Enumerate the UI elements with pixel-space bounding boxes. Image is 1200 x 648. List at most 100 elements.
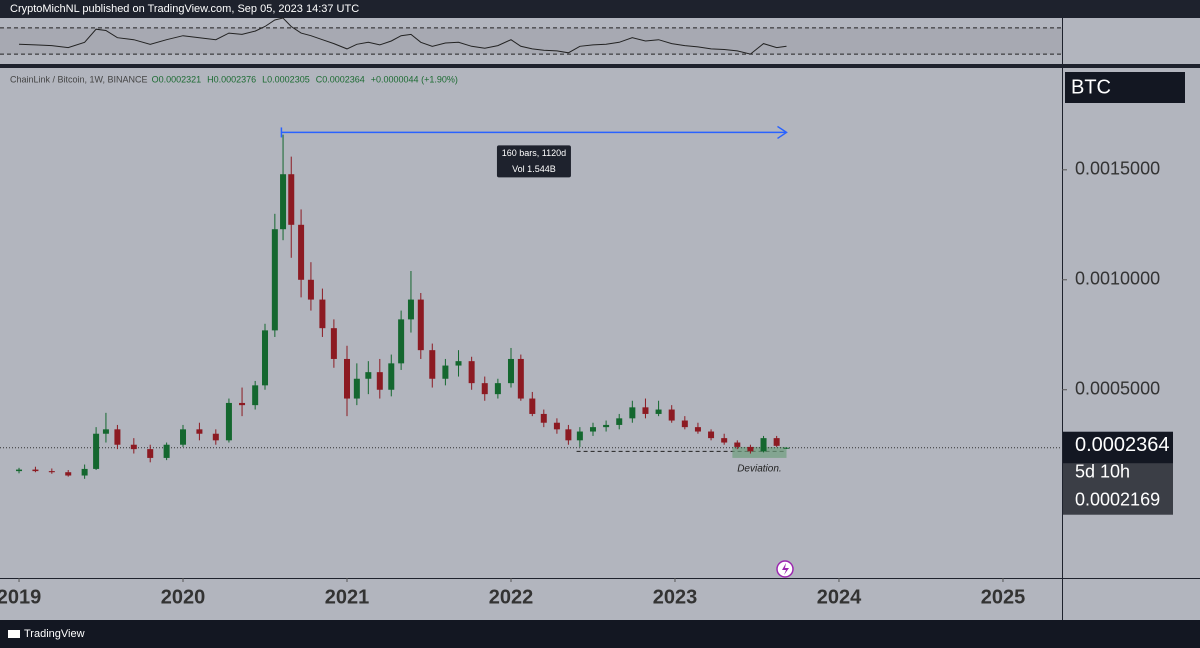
candle-body xyxy=(280,174,287,230)
candle-body xyxy=(65,472,72,476)
candle-body xyxy=(288,174,295,225)
x-tick-label: 2020 xyxy=(161,586,206,608)
x-tick-label: 2025 xyxy=(981,586,1026,608)
candle-body xyxy=(262,330,269,386)
candle-body xyxy=(298,224,305,280)
candle-body xyxy=(507,358,514,384)
candle-body xyxy=(455,361,462,366)
oscillator-line xyxy=(18,17,787,55)
candle-body xyxy=(81,468,88,476)
candle-body xyxy=(576,431,583,441)
candle-body xyxy=(353,378,360,399)
candle-body xyxy=(694,427,701,432)
candle-body xyxy=(629,407,636,419)
candle-body xyxy=(307,279,314,300)
legend-value: H0.0002376 xyxy=(207,74,256,84)
candle-body xyxy=(114,429,121,445)
candle-body xyxy=(783,447,790,449)
candle-body xyxy=(16,469,23,472)
y-tick-label: 0.0015000 xyxy=(1075,159,1160,179)
candle-body xyxy=(589,427,596,432)
measure-label: Vol 1.544B xyxy=(512,164,556,174)
candle-body xyxy=(655,409,662,414)
candle-body xyxy=(407,299,414,320)
candle-body xyxy=(147,449,154,458)
candle-body xyxy=(330,328,337,359)
candle-body xyxy=(468,361,475,384)
deviation-zone xyxy=(732,446,787,458)
candle-body xyxy=(196,429,203,434)
candle-body xyxy=(668,409,675,421)
candle-body xyxy=(239,402,246,406)
x-tick-label: 2024 xyxy=(817,586,862,608)
candle-body xyxy=(344,358,351,399)
x-tick-label: 2022 xyxy=(489,586,534,608)
candle-body xyxy=(529,398,536,414)
x-tick-label: 2019 xyxy=(0,586,41,608)
candle-body xyxy=(442,365,449,379)
second-price: 0.0002169 xyxy=(1075,489,1160,509)
candle-body xyxy=(212,433,219,441)
candle-body xyxy=(760,438,767,452)
currency: BTC xyxy=(1071,76,1111,98)
candle-body xyxy=(734,442,741,447)
countdown: 5d 10h xyxy=(1075,461,1130,481)
candle-body xyxy=(553,422,560,430)
oscillator-band xyxy=(0,27,1062,55)
currency-box xyxy=(1065,72,1185,103)
y-tick-label: 0.0010000 xyxy=(1075,269,1160,289)
candle-body xyxy=(417,299,424,351)
candle-body xyxy=(225,402,232,441)
candle-body xyxy=(540,413,547,423)
candle-body xyxy=(721,438,728,443)
candle-body xyxy=(376,372,383,390)
candle-body xyxy=(603,424,610,428)
candle-body xyxy=(163,444,170,458)
legend-value: L0.0002305 xyxy=(262,74,310,84)
symbol-line: ChainLink / Bitcoin, 1W, BINANCE xyxy=(10,74,148,84)
countdown-box xyxy=(1063,463,1173,515)
legend-value: O0.0002321 xyxy=(152,74,202,84)
candle-body xyxy=(616,418,623,425)
candle-body xyxy=(180,429,187,445)
candle-body xyxy=(747,446,754,452)
candle-body xyxy=(32,469,39,472)
candle-body xyxy=(102,429,109,434)
event-icon-bolt xyxy=(782,563,789,575)
measure-label: 160 bars, 1120d xyxy=(502,148,566,158)
time-axis-panel xyxy=(0,579,1062,620)
publisher-line: CryptoMichNL published on TradingView.co… xyxy=(10,3,359,15)
x-tick-label: 2021 xyxy=(325,586,370,608)
candle-body xyxy=(252,385,259,406)
candle-body xyxy=(517,358,524,399)
deviation-label: Deviation. xyxy=(737,464,781,475)
candle-body xyxy=(708,431,715,439)
brand: TradingView xyxy=(24,628,85,640)
candle-body xyxy=(93,433,100,469)
measure-arrow xyxy=(777,125,788,140)
corner-panel xyxy=(1063,579,1200,620)
candle-body xyxy=(398,319,405,364)
candle-body xyxy=(681,420,688,428)
price-panel xyxy=(0,68,1062,578)
last-price-label: 0.0002364 xyxy=(1075,434,1170,456)
footer-bar xyxy=(0,620,1200,648)
candle-body xyxy=(429,350,436,379)
x-tick-label: 2023 xyxy=(653,586,698,608)
brand-logo xyxy=(8,630,20,638)
candle-body xyxy=(319,299,326,329)
candle-body xyxy=(565,429,572,441)
legend-value: +0.0000044 (+1.90%) xyxy=(371,74,458,84)
candle-body xyxy=(130,444,137,450)
last-price-box xyxy=(1063,431,1173,464)
candle-body xyxy=(271,229,278,331)
candle-body xyxy=(494,383,501,395)
candle-body xyxy=(388,363,395,390)
measure-label-box xyxy=(496,145,571,178)
oscillator-axis-panel xyxy=(1063,18,1200,64)
candle-body xyxy=(48,471,55,473)
candle-body xyxy=(642,407,649,414)
candle-body xyxy=(365,372,372,379)
